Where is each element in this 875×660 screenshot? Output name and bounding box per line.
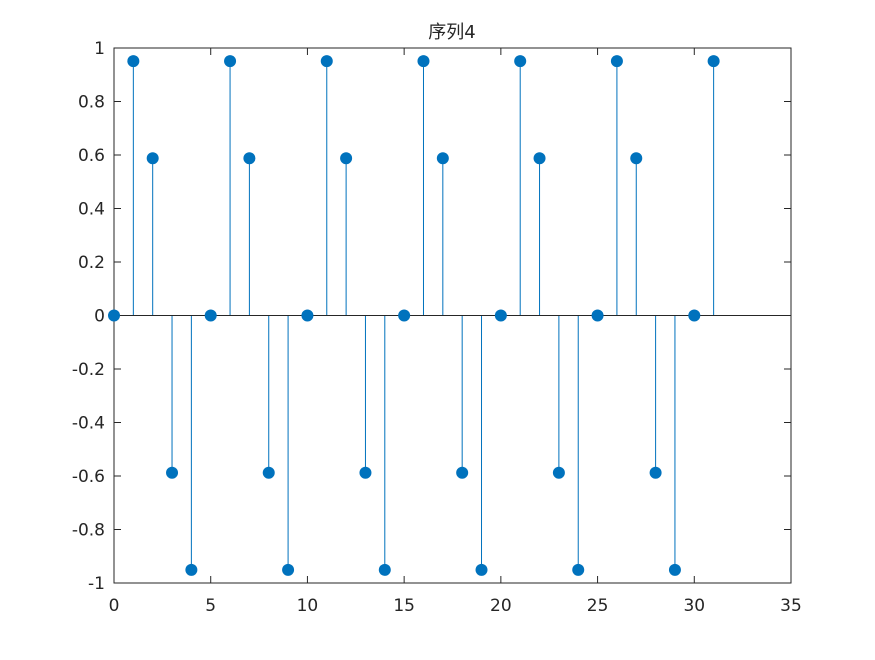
stem-marker — [688, 309, 701, 322]
stem-marker — [262, 466, 275, 479]
stem-marker — [359, 466, 372, 479]
x-tick-label: 0 — [109, 596, 120, 616]
stem-marker — [572, 563, 585, 576]
stem-marker — [320, 55, 333, 68]
x-tick-label: 10 — [297, 596, 319, 616]
y-tick-label: 0.6 — [78, 146, 105, 166]
stem-marker — [243, 152, 256, 165]
stem-marker — [166, 466, 179, 479]
stem-marker — [668, 563, 681, 576]
x-tick-label: 20 — [490, 596, 512, 616]
stem-marker — [204, 309, 217, 322]
x-tick-label: 5 — [205, 596, 216, 616]
stem-marker — [127, 55, 140, 68]
stem-marker — [707, 55, 720, 68]
stem-marker — [398, 309, 411, 322]
y-tick-label: -1 — [88, 574, 105, 594]
stem-marker — [494, 309, 507, 322]
x-tick-label: 25 — [587, 596, 609, 616]
y-tick-label: 0 — [94, 307, 105, 327]
stem-marker — [533, 152, 546, 165]
stem-marker — [552, 466, 565, 479]
stem-marker — [282, 563, 295, 576]
y-tick-label: -0.8 — [72, 521, 105, 541]
stems-layer — [132, 61, 715, 570]
stem-marker — [340, 152, 353, 165]
stem-marker — [610, 55, 623, 68]
chart-title: 序列4 — [428, 22, 475, 43]
stem-marker — [475, 563, 488, 576]
y-tick-label: 0.8 — [78, 93, 105, 113]
stem-marker — [301, 309, 314, 322]
stem-marker — [108, 309, 120, 322]
y-tick-label: 0.2 — [78, 253, 105, 273]
y-tick-label: -0.6 — [72, 467, 105, 487]
stem-marker — [417, 55, 430, 68]
stem-marker — [185, 563, 198, 576]
stem-marker — [456, 466, 469, 479]
stem-marker — [146, 152, 159, 165]
stem-marker — [378, 563, 391, 576]
stem-marker — [514, 55, 527, 68]
y-tick-label: -0.2 — [72, 360, 105, 380]
x-tick-label: 35 — [780, 596, 802, 616]
stem-marker — [649, 466, 662, 479]
stem-marker — [224, 55, 237, 68]
x-tick-label: 30 — [683, 596, 705, 616]
y-tick-label: 0.4 — [78, 200, 105, 220]
axes-layer: 0 5 10 15 20 25 30 35 -1 -0.8 -0.6 -0.4 -0.2 0 0.2 0.4 0… — [72, 39, 802, 616]
stem-marker — [630, 152, 643, 165]
stem-marker — [436, 152, 449, 165]
markers-layer — [108, 55, 720, 576]
y-tick-label: 1 — [94, 39, 105, 59]
x-tick-label: 15 — [393, 596, 415, 616]
y-tick-label: -0.4 — [72, 414, 105, 434]
stem-marker — [591, 309, 604, 322]
